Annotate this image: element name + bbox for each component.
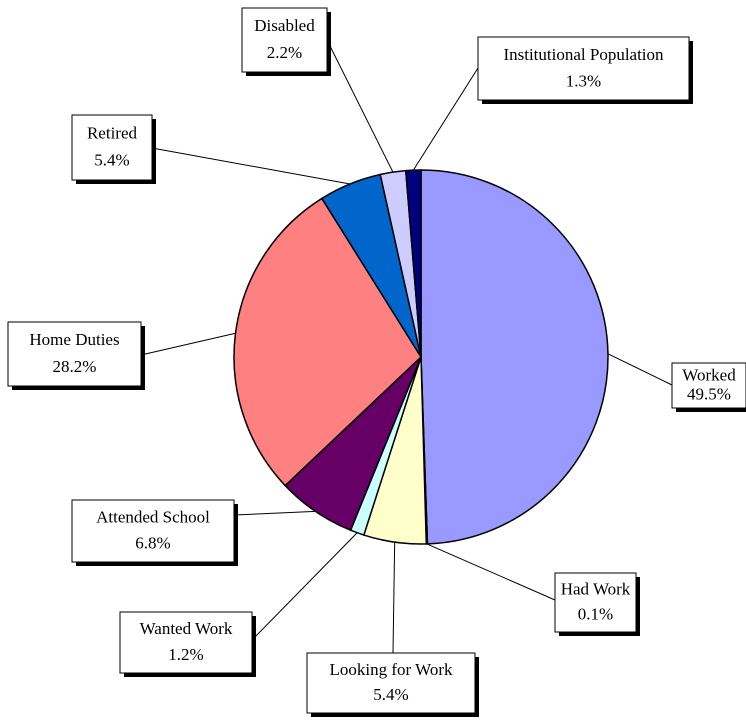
leader-line [426, 543, 556, 601]
slice-label: Attended School [96, 508, 210, 527]
label-box [554, 572, 637, 633]
leader-line [233, 510, 316, 516]
slice-label: Retired [87, 123, 138, 142]
label-box [71, 499, 235, 563]
leader-line [392, 542, 396, 654]
slice-label: Institutional Population [503, 45, 664, 64]
value-label: 1.3% [566, 71, 601, 90]
leader-line [607, 353, 673, 386]
value-label: 49.5% [687, 384, 731, 403]
label-box [306, 652, 476, 714]
slice-label: Had Work [561, 580, 631, 599]
leader-line [151, 147, 351, 185]
value-label: 1.2% [168, 645, 203, 664]
value-label: 0.1% [578, 604, 613, 623]
slice-label: Home Duties [29, 330, 119, 349]
slice-label: Wanted Work [140, 619, 233, 638]
label-box [7, 321, 142, 387]
value-label: 2.2% [267, 43, 302, 62]
value-label: 6.8% [135, 534, 170, 553]
slice-label: Disabled [254, 16, 315, 35]
leader-line [140, 332, 236, 356]
value-label: 5.4% [373, 685, 408, 704]
leader-line [412, 67, 479, 171]
label-box [119, 611, 253, 674]
pie-slice [420, 169, 609, 545]
slice-label: Looking for Work [330, 660, 453, 679]
value-label: 28.2% [53, 357, 97, 376]
label-box [671, 362, 746, 409]
leader-line [326, 39, 394, 173]
leader-line [251, 532, 358, 641]
label-box [71, 114, 153, 181]
label-box [241, 7, 328, 73]
pie-slice [233, 197, 422, 487]
label-box [477, 36, 690, 101]
value-label: 5.4% [94, 151, 129, 170]
slice-label: Worked [682, 365, 736, 384]
